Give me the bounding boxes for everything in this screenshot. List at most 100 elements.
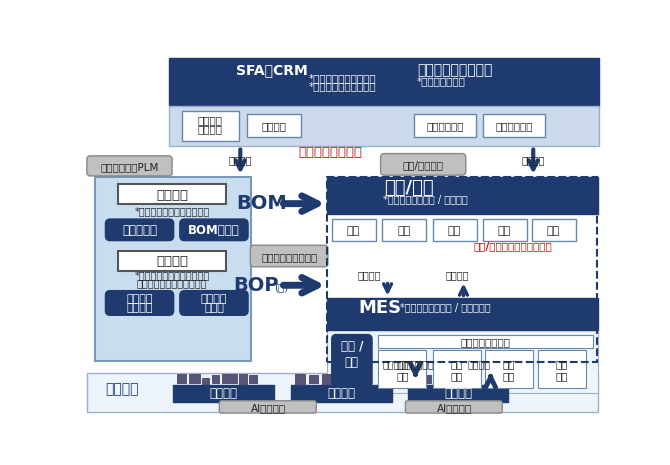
Text: 設備や工具を使って作るか: 設備や工具を使って作るか: [137, 278, 207, 288]
FancyBboxPatch shape: [405, 401, 502, 413]
Bar: [332, 219, 376, 240]
Text: サービス履歴: サービス履歴: [426, 122, 464, 132]
FancyBboxPatch shape: [105, 219, 174, 240]
Text: 生産: 生産: [397, 226, 411, 236]
Bar: [379, 350, 426, 388]
Bar: [118, 185, 226, 205]
Text: 調達: 調達: [347, 226, 360, 236]
FancyBboxPatch shape: [219, 401, 316, 413]
Bar: [434, 374, 442, 385]
Text: 製品設計: 製品設計: [156, 189, 188, 202]
Text: MES: MES: [359, 299, 402, 317]
Text: BOM: BOM: [237, 194, 287, 213]
Bar: [212, 375, 218, 383]
Bar: [327, 178, 597, 362]
Text: 工程設計: 工程設計: [156, 255, 188, 268]
Bar: [169, 106, 599, 146]
Text: トレーサビリティ: トレーサビリティ: [460, 337, 510, 347]
Text: クレーム情報: クレーム情報: [495, 122, 533, 132]
Bar: [327, 330, 598, 393]
Bar: [483, 219, 527, 240]
FancyBboxPatch shape: [87, 156, 172, 176]
Text: 技術情報管理PLM: 技術情報管理PLM: [100, 162, 159, 172]
Bar: [532, 219, 576, 240]
Text: 販売: 販売: [498, 226, 511, 236]
Text: 保守: 保守: [547, 226, 560, 236]
Text: *どんな部品をいくつ使うか: *どんな部品をいくつ使うか: [135, 206, 210, 216]
Text: 生産計画: 生産計画: [357, 270, 381, 280]
Text: 検査
実績: 検査 実績: [503, 359, 515, 381]
Text: 販売/生産: 販売/生産: [384, 179, 433, 197]
Bar: [336, 375, 343, 385]
Text: (注): (注): [275, 283, 289, 292]
Text: 標準設備: 標準設備: [201, 294, 227, 304]
Text: AI外観検査: AI外観検査: [437, 403, 472, 413]
Bar: [87, 373, 598, 412]
Bar: [408, 385, 509, 402]
FancyBboxPatch shape: [332, 334, 372, 387]
FancyBboxPatch shape: [105, 291, 174, 315]
Bar: [222, 374, 237, 383]
Bar: [291, 385, 392, 402]
Bar: [327, 178, 598, 214]
Bar: [421, 375, 431, 383]
Text: *何をいくつ作るか / 作ったか: *何をいくつ作るか / 作ったか: [383, 194, 468, 204]
Text: 製造実績: 製造実績: [468, 362, 490, 371]
Text: ポータル: ポータル: [198, 124, 222, 134]
Text: 顧客情報: 顧客情報: [198, 115, 222, 126]
Bar: [118, 251, 226, 271]
Bar: [308, 375, 318, 383]
Text: *どのように作るか / 作られたか: *どのように作るか / 作られたか: [400, 303, 490, 312]
Bar: [202, 378, 209, 384]
Bar: [327, 298, 598, 330]
Text: *どんなニーズがあるか: *どんなニーズがあるか: [308, 73, 376, 83]
Bar: [247, 114, 301, 138]
Bar: [182, 111, 239, 140]
Bar: [411, 374, 419, 385]
Text: 顧客要件: 顧客要件: [228, 155, 252, 166]
Bar: [382, 219, 426, 240]
Bar: [433, 350, 480, 388]
Bar: [177, 374, 186, 383]
Text: AI予知保全: AI予知保全: [251, 403, 286, 413]
FancyBboxPatch shape: [251, 245, 328, 267]
Text: 加工工程: 加工工程: [209, 387, 237, 400]
FancyBboxPatch shape: [180, 291, 248, 315]
Text: SFA・CRM: SFA・CRM: [236, 63, 308, 78]
Text: 稼動
実績: 稼動 実績: [555, 359, 568, 381]
Text: *どんな工程・手順で、どの: *どんな工程・手順で、どの: [135, 270, 210, 280]
Text: 製造
指示: 製造 指示: [396, 359, 409, 381]
Text: 営業支援: 営業支援: [261, 122, 286, 132]
Bar: [169, 58, 599, 106]
Bar: [445, 375, 456, 385]
Text: 保守・サービス管理: 保守・サービス管理: [417, 63, 492, 78]
Text: 販売/製造プロセスの最適化: 販売/製造プロセスの最適化: [474, 241, 553, 251]
Bar: [349, 374, 358, 385]
Bar: [433, 219, 476, 240]
Text: 顧客対応力の強化: 顧客対応力の強化: [298, 146, 362, 159]
Text: 物流: 物流: [448, 226, 461, 236]
Text: 製造指示／作業指示: 製造指示／作業指示: [382, 362, 434, 371]
Text: BOP: BOP: [233, 276, 279, 295]
Bar: [173, 385, 273, 402]
Text: 設定値: 設定値: [204, 303, 224, 312]
Text: *何をいつまでに作るか: *何をいつまでに作るか: [308, 81, 376, 92]
Bar: [295, 374, 306, 385]
Text: 検査工程: 検査工程: [444, 387, 472, 400]
Text: 生産実績: 生産実績: [446, 270, 469, 280]
Text: 販売/生産管理: 販売/生産管理: [403, 160, 444, 170]
Bar: [94, 178, 251, 361]
Text: 標準工程: 標準工程: [127, 294, 153, 304]
Text: 工程
実績: 工程 実績: [450, 359, 463, 381]
FancyBboxPatch shape: [381, 153, 466, 175]
Text: 保守実績: 保守実績: [521, 155, 545, 166]
Bar: [239, 374, 247, 385]
Text: *改良点はどこか: *改良点はどこか: [417, 76, 466, 86]
Bar: [538, 350, 586, 388]
Text: 指示 /
実績: 指示 / 実績: [341, 340, 363, 369]
Bar: [483, 114, 545, 138]
Bar: [322, 374, 333, 385]
Text: 組立工程: 組立工程: [328, 387, 356, 400]
Text: 生産スケジューラー: 生産スケジューラー: [261, 252, 318, 262]
Text: 部品マスタ: 部品マスタ: [122, 224, 157, 237]
